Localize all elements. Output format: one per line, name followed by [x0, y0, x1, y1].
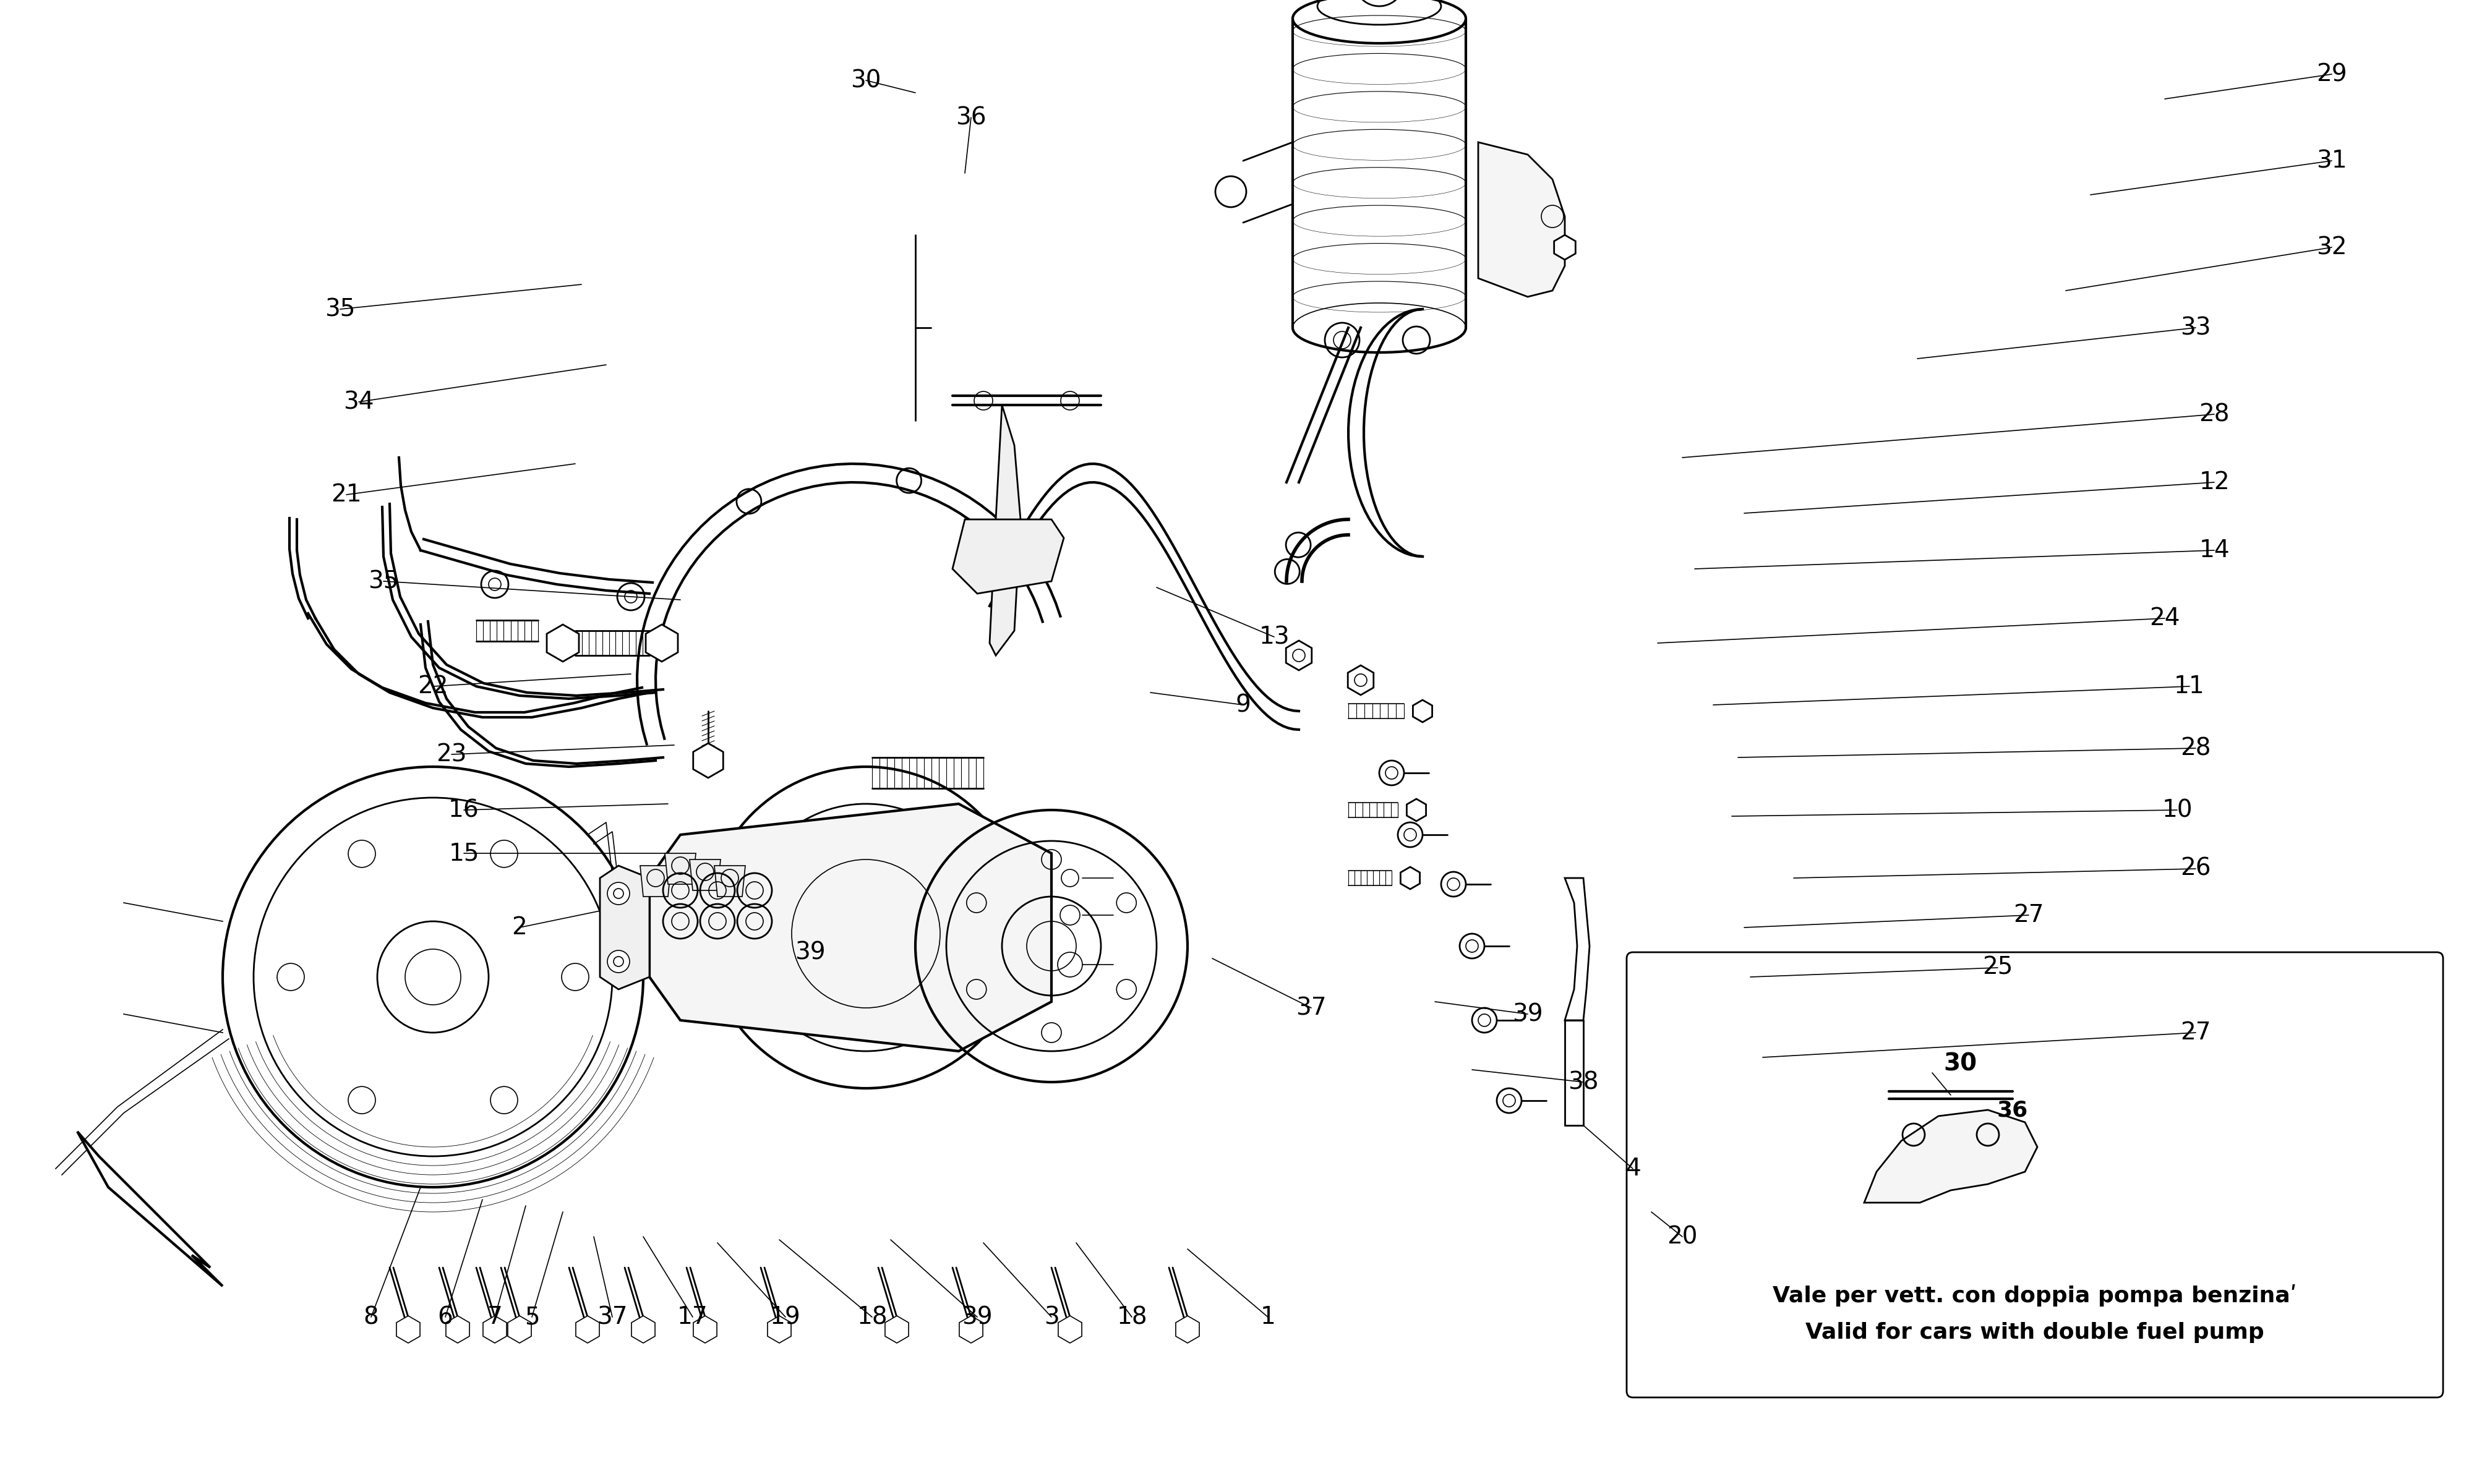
Polygon shape — [690, 859, 720, 890]
Polygon shape — [599, 865, 648, 990]
Polygon shape — [1479, 142, 1566, 297]
Text: 7: 7 — [487, 1306, 502, 1328]
Text: 37: 37 — [1296, 996, 1326, 1020]
Text: 5: 5 — [524, 1306, 539, 1328]
Text: 23: 23 — [435, 742, 468, 766]
Text: 25: 25 — [1982, 956, 2014, 979]
Polygon shape — [693, 743, 722, 778]
Text: 22: 22 — [418, 675, 448, 697]
Text: 18: 18 — [856, 1306, 888, 1328]
Text: 31: 31 — [2316, 148, 2348, 172]
Polygon shape — [693, 1316, 717, 1343]
Polygon shape — [648, 804, 1051, 1051]
Text: 28: 28 — [2180, 736, 2212, 760]
Polygon shape — [1286, 641, 1311, 671]
Text: 24: 24 — [2150, 607, 2180, 631]
Circle shape — [609, 883, 628, 905]
Polygon shape — [547, 625, 579, 662]
Polygon shape — [1175, 1316, 1200, 1343]
Polygon shape — [1059, 1316, 1081, 1343]
Polygon shape — [1865, 1110, 2039, 1202]
Polygon shape — [886, 1316, 908, 1343]
Polygon shape — [396, 1316, 421, 1343]
Text: 4: 4 — [1625, 1158, 1640, 1180]
Text: 11: 11 — [2175, 675, 2204, 697]
Text: 10: 10 — [2162, 798, 2192, 822]
Circle shape — [614, 889, 623, 898]
Polygon shape — [715, 865, 745, 896]
Polygon shape — [1408, 798, 1425, 821]
Text: 34: 34 — [344, 390, 374, 414]
Text: 8: 8 — [364, 1306, 379, 1328]
Text: Vale per vett. con doppia pompa benzinaʹ: Vale per vett. con doppia pompa benzinaʹ — [1774, 1284, 2296, 1306]
Text: 14: 14 — [2199, 539, 2229, 562]
Text: 21: 21 — [332, 482, 361, 506]
Polygon shape — [666, 853, 695, 884]
Text: 32: 32 — [2316, 236, 2348, 260]
Text: 16: 16 — [448, 798, 480, 822]
Text: 18: 18 — [1116, 1306, 1148, 1328]
Circle shape — [614, 957, 623, 966]
Polygon shape — [445, 1316, 470, 1343]
Text: 29: 29 — [2316, 62, 2348, 86]
Polygon shape — [960, 1316, 982, 1343]
Text: 28: 28 — [2199, 402, 2229, 426]
Polygon shape — [507, 1316, 532, 1343]
Text: 1: 1 — [1259, 1306, 1277, 1328]
Text: 38: 38 — [1569, 1070, 1598, 1094]
Text: 20: 20 — [1667, 1224, 1697, 1248]
Text: 6: 6 — [438, 1306, 453, 1328]
Polygon shape — [576, 1316, 599, 1343]
Text: 39: 39 — [794, 941, 826, 965]
Text: 9: 9 — [1235, 693, 1252, 717]
Text: 37: 37 — [596, 1306, 628, 1328]
Text: 17: 17 — [678, 1306, 708, 1328]
Polygon shape — [77, 1131, 223, 1287]
Text: 12: 12 — [2199, 470, 2229, 494]
Text: 35: 35 — [324, 297, 356, 321]
Text: 3: 3 — [1044, 1306, 1059, 1328]
Circle shape — [609, 950, 628, 972]
Polygon shape — [767, 1316, 792, 1343]
Text: Valid for cars with double fuel pump: Valid for cars with double fuel pump — [1806, 1322, 2264, 1343]
Text: 36: 36 — [1997, 1100, 2029, 1120]
Text: 27: 27 — [2014, 904, 2044, 927]
Polygon shape — [646, 625, 678, 662]
Polygon shape — [482, 1316, 507, 1343]
Polygon shape — [1400, 867, 1420, 889]
Polygon shape — [1554, 234, 1576, 260]
Polygon shape — [952, 519, 1064, 594]
Text: 2: 2 — [512, 916, 527, 939]
Text: 33: 33 — [2180, 316, 2212, 340]
Polygon shape — [1348, 665, 1373, 695]
Polygon shape — [1413, 700, 1432, 723]
Text: 30: 30 — [1942, 1052, 1977, 1076]
Text: 13: 13 — [1259, 625, 1289, 649]
Text: 39: 39 — [1512, 1002, 1544, 1025]
Text: 15: 15 — [448, 841, 480, 865]
Text: 26: 26 — [2180, 856, 2212, 880]
Text: 27: 27 — [2180, 1021, 2212, 1045]
FancyBboxPatch shape — [1628, 953, 2444, 1398]
Text: 35: 35 — [369, 570, 398, 594]
Text: 19: 19 — [769, 1306, 802, 1328]
Polygon shape — [631, 1316, 656, 1343]
Text: 39: 39 — [962, 1306, 992, 1328]
Polygon shape — [990, 405, 1022, 656]
Text: 36: 36 — [955, 105, 987, 129]
Text: 30: 30 — [851, 68, 881, 92]
Polygon shape — [641, 865, 670, 896]
